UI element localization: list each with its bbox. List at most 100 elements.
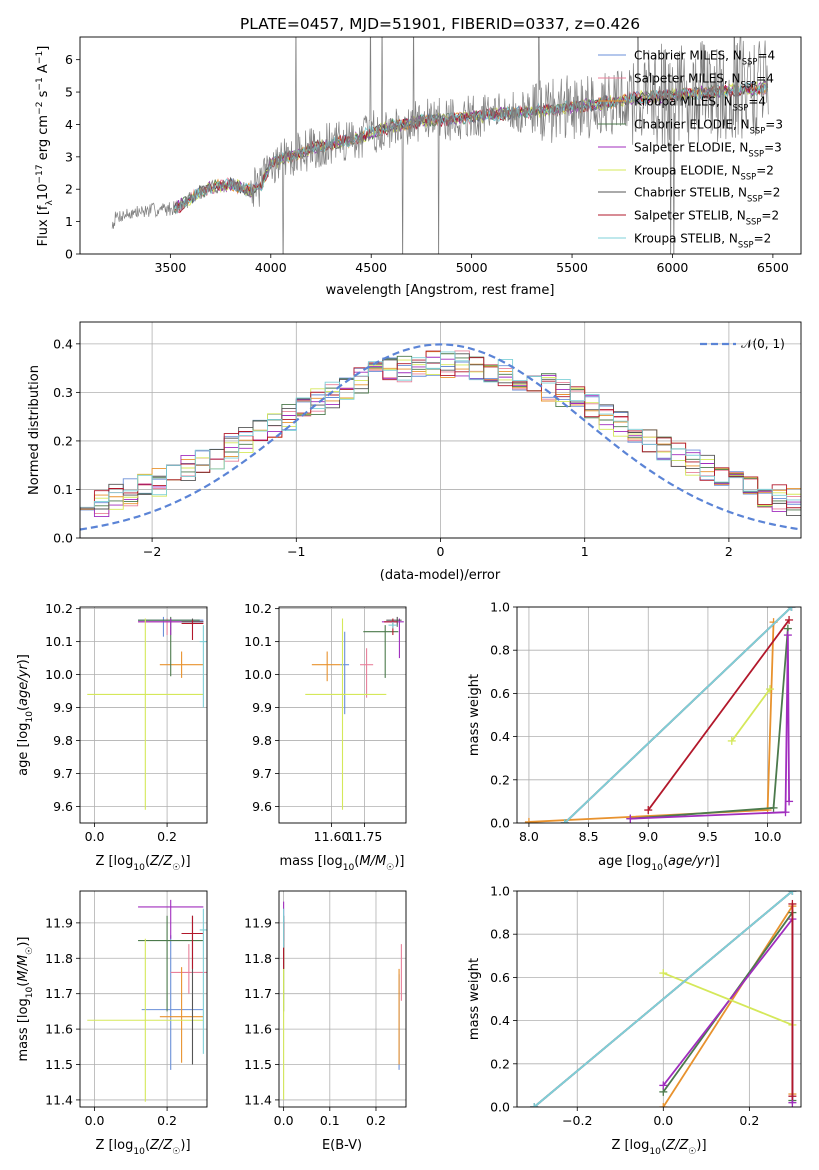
weight-age-x-label: age [log10(age/yr)] <box>598 854 720 873</box>
y-tick-label: 10.2 <box>244 601 272 616</box>
weight-marker <box>783 631 792 640</box>
spectrum-x-label: wavelength [Angstrom, rest frame] <box>326 283 555 298</box>
gridlines <box>80 607 207 823</box>
ticks: 3500 4000 4500 5000 5500 6000 6500 0 1 2 3 4 5 6 <box>65 52 789 275</box>
y-tick-label: 0.8 <box>490 927 510 942</box>
axes-frame <box>516 606 802 824</box>
y-tick-label: 9.9 <box>53 700 73 715</box>
axes-frame <box>79 890 208 1108</box>
residual-legend: 𝒩(0, 1) <box>700 337 785 351</box>
weight-marker <box>530 1103 539 1107</box>
y-tick-label: 9.7 <box>53 766 73 781</box>
point-mass-vs-z-0 <box>141 935 204 1070</box>
point-age-vs-z-2 <box>159 651 204 678</box>
y-tick-label: 10.2 <box>45 601 73 616</box>
y-tick-label: 0.6 <box>490 970 510 985</box>
residual-x-label: (data-model)/error <box>380 568 501 583</box>
y-tick-label: 1.0 <box>490 884 510 899</box>
x-tick-label: 9.0 <box>638 829 658 844</box>
legend-entry-6: Chabrier STELIB, NSSP=2 <box>634 186 780 204</box>
weight-marker <box>644 806 653 815</box>
y-tick-label: 9.8 <box>252 733 272 748</box>
weight-age-y-label: mass weight <box>467 674 482 756</box>
plot-age-vs-z: 0.0 0.2 9.6 9.7 9.8 9.9 10.0 10.1 10.2 <box>45 601 208 844</box>
plot-area <box>87 616 207 810</box>
age-z-x-label: Z [log10(Z/Z☉)] <box>95 854 190 873</box>
plot-residuals: −2 −1 0 1 2 0.0 0.1 0.2 0.3 0.4 <box>53 321 802 559</box>
y-tick-label: 11.6 <box>45 1022 73 1037</box>
legend-entry-8: Kroupa STELIB, NSSP=2 <box>634 232 771 250</box>
y-tick-label: 0.2 <box>490 1056 510 1071</box>
y-tick-label: 1 <box>65 214 73 229</box>
gridlines <box>279 891 406 1107</box>
x-tick-label: −1 <box>287 544 305 559</box>
y-tick-label: 0.8 <box>490 643 510 658</box>
y-tick-label: 0.0 <box>490 816 510 831</box>
y-tick-label: 2 <box>65 182 73 197</box>
point-age-vs-mass-0 <box>340 631 350 715</box>
point-age-vs-z-5 <box>87 618 204 810</box>
y-tick-label: 11.7 <box>45 986 73 1001</box>
x-tick-label: 8.0 <box>519 829 539 844</box>
x-tick-label: 0.2 <box>157 829 177 844</box>
weight-marker <box>788 899 797 908</box>
y-tick-label: 0.6 <box>490 686 510 701</box>
plot-mass-vs-z: 0.0 0.2 11.4 11.5 11.6 11.7 11.8 11.9 <box>45 890 208 1128</box>
x-tick-label: 0.2 <box>739 1113 759 1128</box>
x-tick-label: 4000 <box>255 260 287 275</box>
point-age-vs-mass-8 <box>388 621 398 629</box>
x-tick-label: 6500 <box>757 260 789 275</box>
weight-marker <box>659 969 668 978</box>
axes-frame <box>516 890 802 1108</box>
point-mass-vs-z-5 <box>87 938 204 1102</box>
residual-hist-8 <box>80 351 801 508</box>
x-tick-label: 0.2 <box>157 1113 177 1128</box>
y-tick-label: 11.4 <box>244 1092 272 1107</box>
legend-entry-7: Salpeter STELIB, NSSP=2 <box>634 209 779 227</box>
plot-area <box>305 616 404 810</box>
ticks: −2 −1 0 1 2 0.0 0.1 0.2 0.3 0.4 <box>53 336 733 559</box>
plot-weight-vs-z: −0.2 0.0 0.2 0.0 0.2 0.4 0.6 0.8 1.0 <box>490 884 802 1128</box>
point-age-vs-z-8 <box>199 625 207 708</box>
x-tick-label: −2 <box>143 544 161 559</box>
plot-spectrum: 3500 4000 4500 5000 5500 6000 6500 0 1 2 3 4 5 6 <box>65 36 802 275</box>
y-tick-label: 0.4 <box>490 729 510 744</box>
y-tick-label: 0.0 <box>53 531 73 546</box>
x-tick-label: 5000 <box>456 260 488 275</box>
observed-spectrum <box>111 37 769 254</box>
weight-marker <box>524 817 533 823</box>
point-age-vs-mass-1 <box>360 648 374 698</box>
axes-frame <box>278 890 407 1108</box>
axes-frame <box>79 321 802 539</box>
weight-z-y-label: mass weight <box>467 958 482 1040</box>
y-tick-label: 11.8 <box>45 951 73 966</box>
weight-line-weight-vs-z-8 <box>533 891 793 1107</box>
x-tick-label: 1 <box>581 544 589 559</box>
y-tick-label: 1.0 <box>490 600 510 615</box>
axes-frame <box>278 606 407 824</box>
y-tick-label: 11.7 <box>244 986 272 1001</box>
weight-marker <box>769 803 778 812</box>
plot-area <box>283 901 402 1100</box>
ticks: 0.0 0.2 11.4 11.5 11.6 11.7 11.8 11.9 <box>45 915 177 1128</box>
weight-marker <box>659 1081 668 1090</box>
y-tick-label: 6 <box>65 52 73 67</box>
point-mass-vs-z-4 <box>138 899 204 939</box>
x-tick-label: 0.0 <box>85 1113 105 1128</box>
y-tick-label: 9.6 <box>53 799 73 814</box>
x-tick-label: 5500 <box>556 260 588 275</box>
y-tick-label: 9.9 <box>252 700 272 715</box>
y-tick-label: 11.6 <box>244 1022 272 1037</box>
plot-area <box>80 343 801 531</box>
x-tick-label: 6000 <box>657 260 689 275</box>
y-tick-label: 4 <box>65 117 73 132</box>
y-tick-label: 10.1 <box>45 634 73 649</box>
y-tick-label: 11.5 <box>45 1057 73 1072</box>
x-tick-label: 0.2 <box>366 1113 386 1128</box>
plot-mass-vs-ebv: 0.0 0.1 0.2 11.4 11.5 11.6 11.7 11.8 11.9 <box>244 890 407 1128</box>
x-tick-label: 0.1 <box>320 1113 340 1128</box>
age-mass-x-label: mass [log10(M/M☉)] <box>280 854 405 873</box>
spectrum-legend: Chabrier MILES, NSSP=4 Salpeter MILES, NS… <box>598 49 783 250</box>
